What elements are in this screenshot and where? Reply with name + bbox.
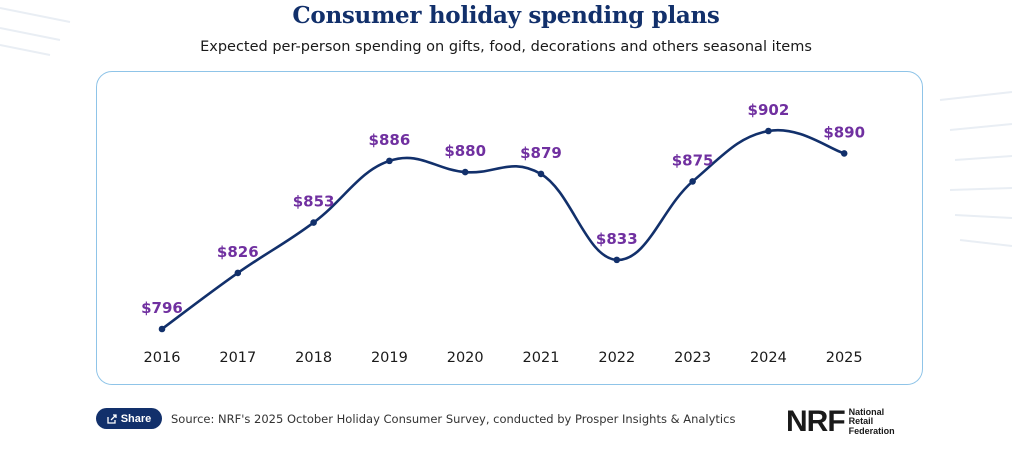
x-tick-label: 2019 <box>371 350 408 366</box>
logo-line-2: Retail <box>848 416 874 427</box>
data-label: $886 <box>369 131 411 149</box>
data-point <box>386 157 393 165</box>
x-tick-label: 2016 <box>144 350 181 366</box>
data-label: $853 <box>293 193 335 211</box>
x-tick-label: 2025 <box>826 350 863 366</box>
source-note: Source: NRF's 2025 October Holiday Consu… <box>171 412 736 426</box>
data-point <box>689 178 696 185</box>
logo-mark: NRF <box>786 405 846 438</box>
logo-line-3: Federation <box>848 425 895 436</box>
data-point <box>158 325 166 333</box>
share-label: Share <box>120 412 152 425</box>
logo-text: National Retail Federation <box>848 406 895 437</box>
data-label: $880 <box>444 142 486 160</box>
data-point <box>234 269 242 277</box>
data-point <box>613 256 621 264</box>
x-tick-label: 2022 <box>598 350 635 366</box>
share-button[interactable]: Share <box>96 408 162 429</box>
data-point <box>461 168 469 176</box>
data-label: $902 <box>748 101 790 119</box>
data-point <box>310 219 317 226</box>
series-line <box>161 128 845 331</box>
logo-line-1: National <box>848 406 885 417</box>
chart-card <box>96 71 923 385</box>
share-icon <box>107 413 117 424</box>
data-label: $879 <box>520 144 562 162</box>
data-label: $890 <box>823 123 865 141</box>
data-label: $875 <box>672 151 714 169</box>
data-point <box>537 170 545 178</box>
data-label: $833 <box>596 230 638 248</box>
x-tick-label: 2023 <box>674 350 711 366</box>
x-tick-label: 2021 <box>523 350 560 366</box>
x-tick-label: 2020 <box>447 350 484 366</box>
data-point <box>840 150 848 157</box>
x-tick-label: 2024 <box>750 350 787 366</box>
chart-subtitle: Expected per-person spending on gifts, f… <box>200 39 812 55</box>
x-tick-label: 2018 <box>295 350 332 366</box>
chart-title: Consumer holiday spending plans <box>292 2 720 29</box>
footer: Share Source: NRF's 2025 October Holiday… <box>96 407 956 437</box>
data-label: $796 <box>141 299 183 317</box>
x-tick-label: 2017 <box>219 350 256 366</box>
data-label: $826 <box>217 243 259 261</box>
data-point <box>765 127 772 135</box>
nrf-logo: NRF National Retail Federation <box>786 407 895 437</box>
